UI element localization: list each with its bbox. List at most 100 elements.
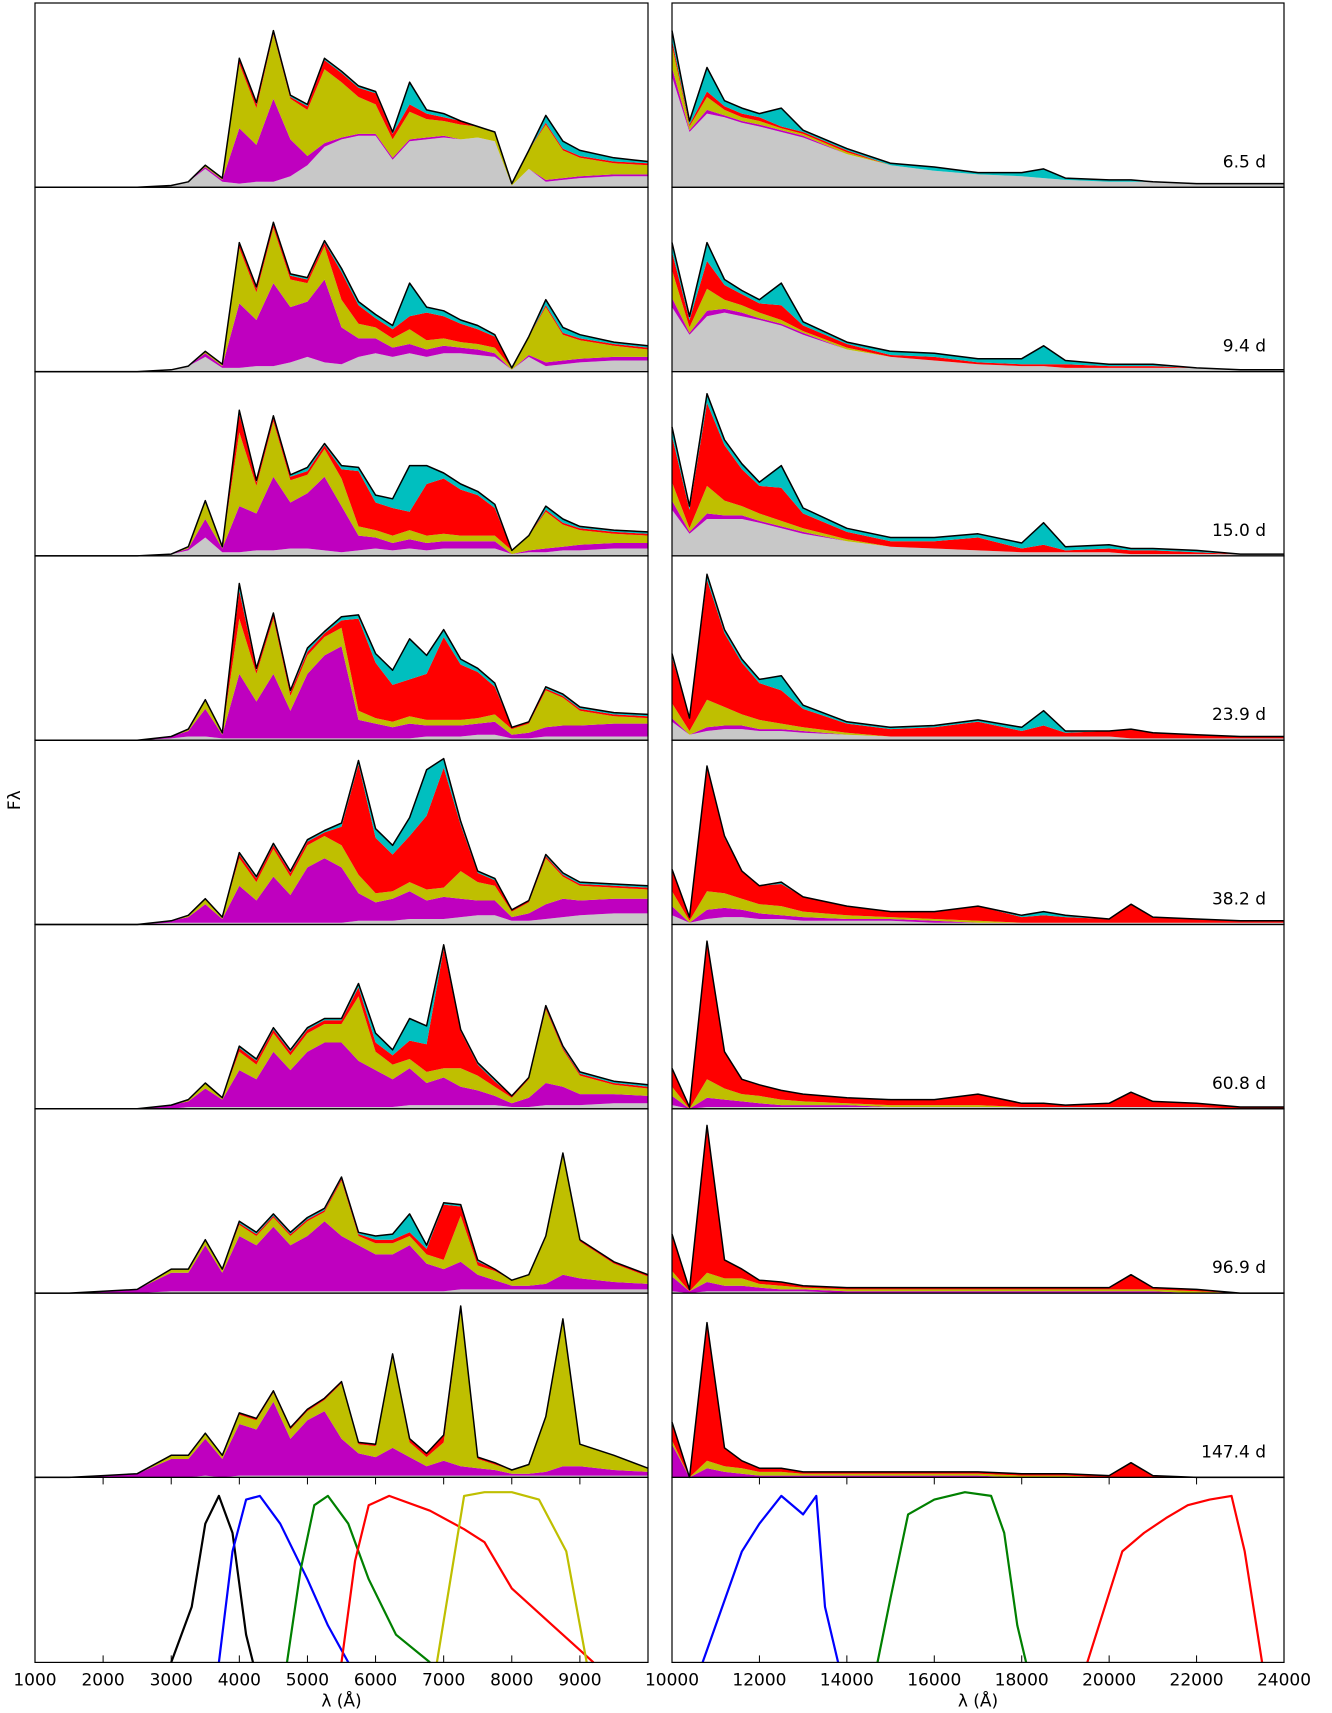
component-area — [672, 509, 1284, 556]
component-area — [35, 1042, 648, 1109]
filter-curve — [1086, 1494, 1264, 1663]
panel-frame — [671, 1476, 1285, 1664]
total-outline — [35, 221, 649, 373]
total-outline — [35, 1152, 649, 1294]
component-area — [35, 1103, 648, 1109]
total-outline — [671, 1124, 1284, 1294]
component-area — [35, 858, 648, 925]
x-tick-label: 2000 — [81, 1670, 124, 1690]
x-tick-label: 8000 — [490, 1670, 533, 1690]
filter-curve — [435, 1491, 588, 1663]
component-area — [35, 764, 648, 925]
x-tick-label: 22000 — [1170, 1670, 1224, 1690]
component-area — [672, 721, 1284, 741]
component-area — [672, 1322, 1284, 1478]
component-area — [672, 1444, 1284, 1478]
total-outline — [671, 241, 1284, 371]
component-area — [35, 1309, 648, 1478]
panel-frame — [34, 1476, 649, 1664]
panel-frame — [671, 1108, 1285, 1294]
component-area — [35, 414, 648, 556]
component-area — [672, 482, 1284, 555]
x-tick-label: 20000 — [1082, 1670, 1136, 1690]
x-axis-label: λ (Å) — [321, 1689, 361, 1711]
component-area — [35, 1289, 648, 1294]
x-tick-label: 4000 — [218, 1670, 261, 1690]
epoch-label: 15.0 d — [1212, 521, 1266, 541]
component-area — [35, 476, 648, 556]
epoch-label: 9.4 d — [1223, 337, 1266, 357]
x-tick-label: 16000 — [907, 1670, 961, 1690]
epoch-label: 6.5 d — [1223, 152, 1266, 172]
component-area — [672, 1125, 1284, 1294]
epoch-label: 60.8 d — [1212, 1074, 1266, 1094]
total-outline — [671, 30, 1284, 185]
total-outline — [35, 409, 649, 557]
x-tick-label: 10000 — [645, 1670, 699, 1690]
total-outline — [671, 573, 1284, 738]
component-area — [672, 891, 1284, 923]
epoch-label: 23.9 d — [1212, 705, 1266, 725]
component-area — [35, 836, 648, 925]
component-area — [672, 941, 1284, 1107]
filter-curve — [217, 1494, 350, 1663]
component-area — [35, 224, 648, 372]
component-area — [35, 353, 648, 372]
component-area — [35, 646, 648, 741]
filter-curve — [285, 1494, 431, 1664]
filter-curve — [701, 1494, 840, 1663]
component-area — [35, 618, 648, 741]
component-area — [672, 915, 1284, 925]
x-tick-label: 6000 — [354, 1670, 397, 1690]
filter-curve — [170, 1494, 255, 1663]
x-tick-label: 3000 — [150, 1670, 193, 1690]
total-outline — [35, 1305, 649, 1479]
x-tick-label: 12000 — [732, 1670, 786, 1690]
panel-frame — [671, 923, 1285, 1110]
component-area — [35, 1154, 648, 1294]
component-area — [35, 34, 648, 188]
component-area — [35, 590, 648, 741]
component-area — [35, 279, 648, 372]
epoch-label: 96.9 d — [1212, 1258, 1266, 1278]
x-tick-label: 1000 — [13, 1670, 56, 1690]
component-area — [672, 941, 1284, 1109]
total-outline — [35, 582, 649, 741]
x-tick-label: 18000 — [995, 1670, 1049, 1690]
x-tick-label: 14000 — [820, 1670, 874, 1690]
total-outline — [671, 1321, 1284, 1479]
component-area — [35, 421, 648, 556]
panel-frame — [671, 1292, 1285, 1478]
component-area — [35, 135, 648, 188]
component-area — [35, 734, 648, 741]
component-area — [672, 1125, 1284, 1294]
component-area — [35, 913, 648, 925]
component-area — [35, 1221, 648, 1294]
component-area — [35, 1401, 648, 1478]
total-outline — [35, 944, 649, 1110]
component-area — [672, 579, 1284, 739]
x-axis-label: λ (Å) — [958, 1689, 998, 1711]
x-tick-label: 24000 — [1257, 1670, 1311, 1690]
component-area — [672, 76, 1284, 188]
component-area — [672, 718, 1284, 739]
component-area — [672, 906, 1284, 923]
component-area — [672, 1322, 1284, 1478]
component-area — [35, 537, 648, 556]
component-area — [672, 307, 1284, 372]
x-tick-label: 9000 — [558, 1670, 601, 1690]
component-area — [672, 1105, 1284, 1109]
total-outline — [671, 765, 1284, 922]
total-outline — [35, 29, 649, 189]
y-axis-label: Fλ — [5, 790, 25, 810]
x-tick-label: 5000 — [286, 1670, 329, 1690]
epoch-label: 38.2 d — [1212, 890, 1266, 910]
epoch-label: 147.4 d — [1201, 1442, 1266, 1462]
component-area — [672, 1095, 1284, 1109]
filter-curve — [876, 1491, 1028, 1663]
filter-curve — [340, 1494, 595, 1664]
total-outline — [35, 757, 649, 926]
x-tick-label: 7000 — [422, 1670, 465, 1690]
total-outline — [671, 940, 1284, 1108]
